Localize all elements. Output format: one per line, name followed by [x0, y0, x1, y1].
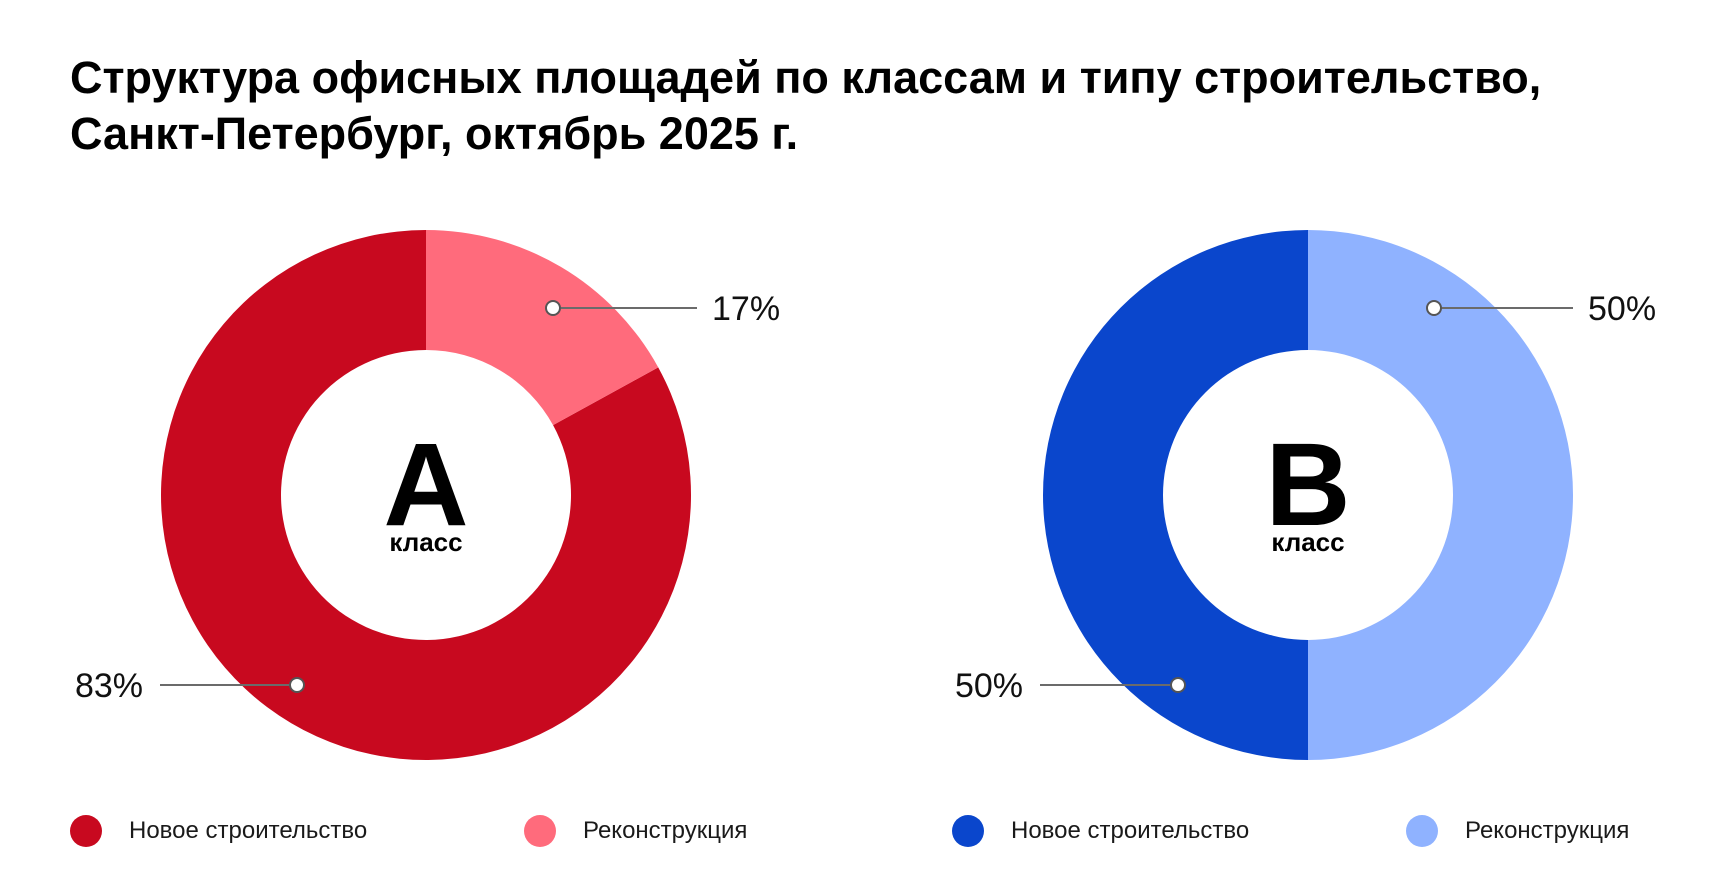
- legend-b: Новое строительство Реконструкция: [952, 815, 1672, 855]
- center-label-b: класс: [1271, 527, 1344, 557]
- legend-label-a-new: Новое строительство: [129, 817, 368, 844]
- center-label-a: класс: [389, 527, 462, 557]
- chart-title: Структура офисных площадей по классам и …: [70, 50, 1670, 162]
- donut-slice-a-recon: [426, 230, 659, 426]
- leader-dot-a-recon: [545, 300, 561, 316]
- center-letter-b: B: [1265, 419, 1350, 551]
- legend-label-b-recon: Реконструкция: [1465, 817, 1630, 844]
- value-label-a-new: 83%: [75, 667, 143, 705]
- legend-item-b-recon: Реконструкция: [1406, 815, 1629, 847]
- legend-swatch-a-recon: [524, 815, 556, 847]
- chart-title-line-2: Санкт-Петербург, октябрь 2025 г.: [70, 108, 799, 159]
- donut-slice-b-recon: [1308, 230, 1573, 760]
- legend-swatch-b-new: [952, 815, 984, 847]
- legend-item-a-recon: Реконструкция: [524, 815, 747, 847]
- center-letter-a: A: [383, 419, 468, 551]
- legend-a: Новое строительство Реконструкция: [70, 815, 790, 855]
- leader-dot-b-recon: [1426, 300, 1442, 316]
- donut-slice-a-new: [161, 230, 692, 761]
- legend-swatch-a-new: [70, 815, 102, 847]
- legend-item-a-new: Новое строительство: [70, 815, 367, 847]
- chart-title-line-1: Структура офисных площадей по классам и …: [70, 52, 1542, 103]
- leader-dot-a-new: [289, 677, 305, 693]
- legend-item-b-new: Новое строительство: [952, 815, 1249, 847]
- legend-swatch-b-recon: [1406, 815, 1438, 847]
- leader-dot-b-new: [1170, 677, 1186, 693]
- donut-slice-b-new: [1043, 230, 1308, 760]
- value-label-b-recon: 50%: [1588, 290, 1656, 328]
- legend-label-b-new: Новое строительство: [1011, 817, 1250, 844]
- legend-label-a-recon: Реконструкция: [583, 817, 748, 844]
- value-label-a-recon: 17%: [712, 290, 780, 328]
- value-label-b-new: 50%: [955, 667, 1023, 705]
